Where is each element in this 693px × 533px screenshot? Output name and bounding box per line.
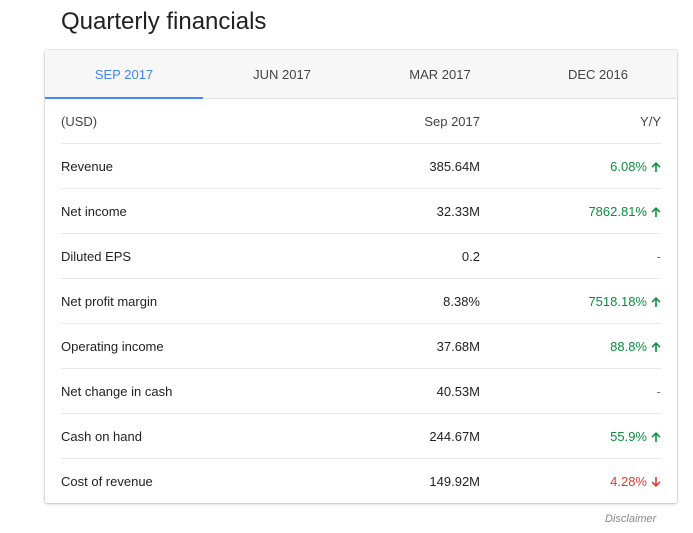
tab-dec-2016[interactable]: DEC 2016: [568, 66, 628, 82]
row-divider: [61, 143, 661, 144]
yoy-header: Y/Y: [640, 114, 661, 129]
metric-value: 40.53M: [436, 384, 480, 399]
active-tab-indicator: [45, 97, 203, 99]
metric-label: Net profit margin: [61, 294, 158, 309]
yoy-change-value: -: [656, 249, 661, 264]
metric-label: Cash on hand: [61, 429, 142, 444]
yoy-change: 88.8%: [610, 324, 661, 369]
metric-value: 32.33M: [436, 204, 480, 219]
metric-value: 149.92M: [429, 474, 480, 489]
yoy-change: -: [657, 234, 661, 279]
metric-label: Net change in cash: [61, 384, 173, 399]
yoy-change-value: 88.8%: [610, 339, 647, 354]
row-divider: [61, 278, 661, 279]
yoy-change-value: 7518.18%: [588, 294, 647, 309]
metric-value: 0.2: [461, 249, 480, 264]
table-row: Net change in cash 40.53M -: [45, 369, 677, 414]
row-divider: [61, 188, 661, 189]
yoy-change: 6.08%: [610, 144, 661, 189]
financials-card: SEP 2017 JUN 2017 MAR 2017 DEC 2016 (USD…: [45, 50, 677, 503]
yoy-change: 7862.81%: [588, 189, 661, 234]
disclaimer-link[interactable]: Disclaimer: [605, 513, 657, 525]
yoy-change-value: -: [656, 384, 661, 399]
metric-value: 244.67M: [429, 429, 480, 444]
yoy-change: 7518.18%: [588, 279, 661, 324]
row-divider: [61, 323, 661, 324]
table-row: Net income 32.33M 7862.81%: [45, 189, 677, 234]
table-row: Revenue 385.64M 6.08%: [45, 144, 677, 189]
arrow-up-icon: [651, 206, 661, 217]
arrow-up-icon: [651, 341, 661, 352]
metric-label: Operating income: [61, 339, 164, 354]
row-divider: [61, 233, 661, 234]
metric-label: Net income: [61, 204, 127, 219]
arrow-up-icon: [651, 431, 661, 442]
tab-jun-2017[interactable]: JUN 2017: [253, 66, 311, 82]
metric-label: Cost of revenue: [61, 474, 153, 489]
yoy-change: 55.9%: [610, 414, 661, 459]
table-header-row: (USD) Sep 2017 Y/Y: [45, 99, 677, 144]
yoy-change-value: 6.08%: [610, 159, 647, 174]
yoy-change: -: [657, 369, 661, 414]
row-divider: [61, 413, 661, 414]
yoy-change-value: 7862.81%: [588, 204, 647, 219]
table-row: Net profit margin 8.38% 7518.18%: [45, 279, 677, 324]
metric-label: Diluted EPS: [61, 249, 132, 264]
table-row: Operating income 37.68M 88.8%: [45, 324, 677, 369]
yoy-change: 4.28%: [610, 459, 661, 504]
tab-mar-2017[interactable]: MAR 2017: [409, 66, 471, 82]
table-row: Cash on hand 244.67M 55.9%: [45, 414, 677, 459]
table-row: Cost of revenue 149.92M 4.28%: [45, 459, 677, 504]
metric-value: 8.38%: [443, 294, 480, 309]
arrow-up-icon: [651, 296, 661, 307]
yoy-change-value: 55.9%: [610, 429, 647, 444]
metric-value: 385.64M: [429, 159, 480, 174]
period-tabs: SEP 2017 JUN 2017 MAR 2017 DEC 2016: [45, 50, 677, 99]
currency-header: (USD): [61, 114, 98, 129]
period-header: Sep 2017: [424, 114, 480, 129]
row-divider: [61, 458, 661, 459]
page-title: Quarterly financials: [61, 8, 267, 35]
arrow-down-icon: [651, 476, 661, 487]
tab-sep-2017[interactable]: SEP 2017: [94, 66, 154, 82]
metric-label: Revenue: [61, 159, 114, 174]
arrow-up-icon: [651, 161, 661, 172]
table-row: Diluted EPS 0.2 -: [45, 234, 677, 279]
metric-value: 37.68M: [436, 339, 480, 354]
yoy-change-value: 4.28%: [610, 474, 647, 489]
row-divider: [61, 368, 661, 369]
